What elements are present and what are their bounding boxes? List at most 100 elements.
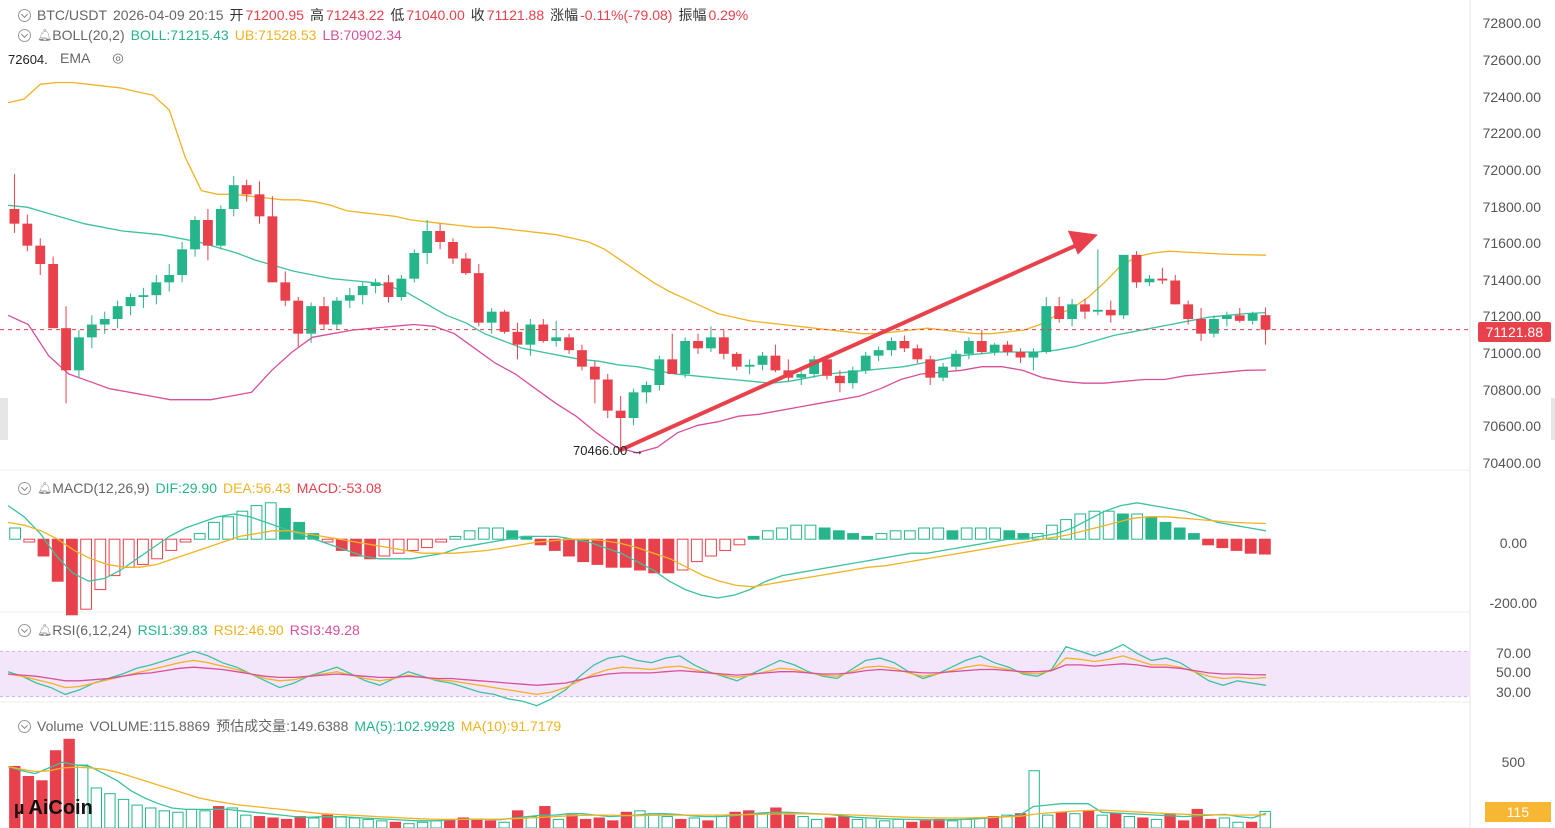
- candle-body: [435, 231, 445, 242]
- macd-bar: [832, 530, 845, 540]
- volume-tag: 115: [1484, 802, 1551, 822]
- volume-bar: [661, 816, 673, 828]
- candle-body: [551, 337, 562, 341]
- volume-bar: [566, 814, 578, 828]
- volume-ma10: MA(10):91.7179: [460, 718, 562, 734]
- volume-header: Volume VOLUME:115.8869 预估成交量:149.6388 MA…: [18, 716, 561, 736]
- candle-body: [641, 385, 652, 393]
- candle-body: [1118, 254, 1129, 316]
- candle-body: [564, 337, 574, 351]
- candle-body: [1028, 352, 1039, 358]
- macd-bar: [179, 538, 192, 543]
- candle-body: [99, 319, 110, 325]
- volume-bar: [104, 793, 116, 828]
- candle-body: [938, 366, 949, 378]
- volume-bar: [552, 818, 565, 828]
- macd-bar: [122, 538, 135, 568]
- candle-body: [822, 359, 832, 376]
- volume-estimate: 预估成交量:149.6388: [216, 718, 349, 734]
- volume-bar: [919, 820, 932, 828]
- collapse-icon[interactable]: [18, 719, 31, 733]
- candle-body: [357, 286, 368, 296]
- macd-bar: [946, 530, 959, 540]
- y-tick: 72800.00: [1482, 15, 1541, 31]
- macd-bar: [932, 527, 945, 540]
- collapse-icon[interactable]: [18, 28, 31, 42]
- macd-bar: [23, 538, 36, 543]
- volume-bar: [22, 775, 35, 828]
- volume-bar: [1110, 813, 1122, 828]
- candle-body: [86, 324, 97, 338]
- volume-bar: [498, 821, 510, 828]
- candle-body: [951, 353, 961, 367]
- macd-bar: [1173, 527, 1186, 540]
- volume-bar: [1096, 814, 1108, 828]
- macd-bar: [293, 521, 306, 540]
- volume-bar: [512, 810, 524, 828]
- bell-icon[interactable]: 🔔︎: [37, 623, 53, 637]
- macd-bar: [94, 538, 107, 591]
- collapse-icon[interactable]: [18, 481, 31, 495]
- volume-bar: [294, 816, 306, 828]
- rsi3: RSI3:49.28: [289, 622, 360, 638]
- macd-bar: [463, 530, 476, 540]
- candle-body: [770, 355, 781, 371]
- volume-bar: [933, 818, 945, 828]
- candle-body: [1183, 304, 1194, 319]
- candle-body: [1260, 315, 1271, 330]
- peak-price-label: 72604.: [8, 52, 48, 67]
- candle-body: [396, 278, 407, 297]
- volume-bar: [226, 807, 238, 828]
- macd-bar: [1159, 521, 1172, 540]
- candle-body: [976, 341, 987, 352]
- macd-bar: [350, 538, 362, 557]
- candle-body: [628, 392, 639, 418]
- candle-body: [306, 306, 317, 334]
- ema-label: EMA: [60, 50, 91, 66]
- candle-body: [873, 350, 884, 356]
- candle-body: [215, 209, 226, 246]
- candle-body: [331, 300, 342, 325]
- trend-arrow-head: [1067, 230, 1098, 255]
- candle-body: [602, 379, 613, 411]
- macd-bar: [577, 538, 590, 563]
- macd-bar: [676, 538, 689, 571]
- candle-body: [589, 366, 600, 380]
- candle-body: [809, 359, 820, 374]
- volume-bar: [770, 807, 782, 828]
- volume-bar: [906, 821, 918, 828]
- rsi-header: 🔔︎ RSI(6,12,24) RSI1:39.83 RSI2:46.90 RS…: [18, 622, 360, 638]
- macd-bar: [818, 527, 831, 540]
- volume-bar: [851, 818, 864, 828]
- volume-bar: [1042, 814, 1054, 828]
- macd-bar: [506, 530, 519, 540]
- candle-body: [693, 341, 703, 349]
- candle-body: [847, 370, 858, 384]
- grid: [0, 0, 1471, 828]
- volume-bar: [1232, 821, 1244, 828]
- macd-bar: [875, 533, 888, 540]
- trend-arrow-line: [618, 241, 1082, 452]
- candle-body: [151, 282, 162, 296]
- macd-bar: [1131, 513, 1143, 540]
- macd-bar: [1187, 533, 1200, 540]
- open-label: 开: [229, 7, 244, 23]
- eye-off-icon[interactable]: ◎: [112, 50, 124, 65]
- candle-body: [22, 223, 33, 246]
- left-scroll-handle[interactable]: [0, 398, 8, 440]
- high-value: 71243.22: [325, 7, 385, 23]
- right-scroll-handle[interactable]: [1551, 398, 1555, 440]
- collapse-icon[interactable]: [18, 623, 31, 637]
- bell-icon[interactable]: 🔔︎: [37, 481, 53, 495]
- macd-bar: [548, 538, 561, 551]
- volume-ma10-line: [7, 765, 1267, 821]
- macd-bar: [960, 527, 973, 540]
- macd-tick: 0.00: [1499, 535, 1527, 551]
- rsi3-line: [7, 663, 1267, 686]
- macd-bar: [918, 527, 930, 540]
- bell-icon[interactable]: 🔔︎: [37, 28, 53, 42]
- macd-bar: [108, 538, 121, 577]
- volume-value: VOLUME:115.8869: [89, 718, 211, 734]
- collapse-icon[interactable]: [18, 8, 31, 22]
